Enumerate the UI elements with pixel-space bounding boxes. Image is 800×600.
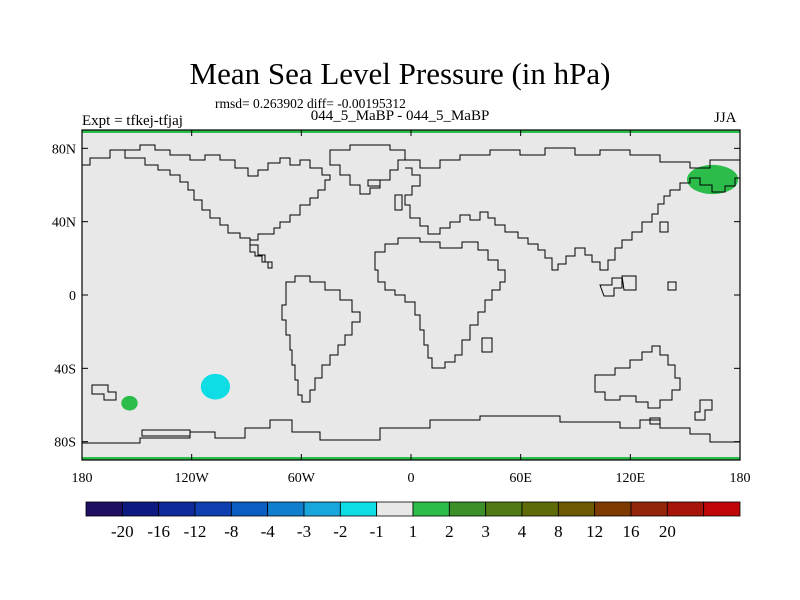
- coastline-north-america: [82, 144, 331, 269]
- colorbar-swatch: [666, 501, 705, 517]
- lat-tick-label: 80S: [54, 436, 76, 451]
- colorbar-label: 20: [659, 522, 676, 541]
- coastline-islet: [91, 384, 117, 401]
- colorbar-label: 16: [623, 522, 640, 541]
- colorbar-swatch: [448, 501, 487, 517]
- colorbar-label: -3: [297, 522, 311, 541]
- coastline-africa: [374, 237, 506, 369]
- coastline-britain: [394, 194, 403, 211]
- colorbar-swatch: [230, 501, 269, 517]
- lon-tick-label: 180: [730, 471, 751, 486]
- colorbar-label: 3: [481, 522, 490, 541]
- colorbar-swatch: [485, 501, 523, 517]
- lon-tick-label: 60W: [288, 471, 316, 486]
- lon-tick-label: 0: [408, 471, 415, 486]
- colorbar-label: -8: [224, 522, 238, 541]
- stats-label: rmsd= 0.263902 diff= -0.00195312: [215, 96, 406, 111]
- colorbar-swatch: [376, 501, 414, 517]
- colorbar-swatch: [521, 501, 559, 517]
- colorbar-swatch: [557, 501, 596, 517]
- colorbar-swatch: [194, 501, 232, 517]
- coastline-japan: [659, 221, 669, 233]
- colorbar-swatch: [412, 501, 450, 517]
- coastline-madagascar: [481, 337, 493, 353]
- coastlines: [82, 144, 741, 444]
- colorbar-label: -16: [147, 522, 170, 541]
- coastline-south-america: [281, 275, 361, 403]
- coastline-antarctica: [82, 415, 740, 444]
- lon-tick-label: 120E: [616, 471, 646, 486]
- coastline-antarctic-peninsula: [141, 429, 191, 437]
- colorbar-swatch: [158, 501, 196, 517]
- colorbar-label: -12: [184, 522, 207, 541]
- colorbar-label: -4: [261, 522, 276, 541]
- lat-tick-label: 0: [69, 289, 76, 304]
- lon-tick-label: 120W: [175, 471, 210, 486]
- colorbar-label: 12: [586, 522, 603, 541]
- colorbar-swatch: [121, 501, 160, 517]
- chart-title: Mean Sea Level Pressure (in hPa): [189, 56, 611, 91]
- negative-anomaly-south-pacific: [200, 373, 231, 400]
- lon-tick-label: 180: [72, 471, 93, 486]
- positive-anomaly-siberia: [686, 164, 739, 195]
- colorbar-swatch: [303, 501, 341, 517]
- coastline-maritime-asia: [599, 275, 677, 297]
- colorbar-label: 1: [409, 522, 418, 541]
- colorbar-swatch: [267, 501, 305, 517]
- season-label: JJA: [714, 110, 737, 126]
- lat-tick-label: 80N: [52, 142, 76, 157]
- colorbar-label: 8: [554, 522, 563, 541]
- colorbar-swatch: [85, 501, 123, 517]
- experiment-subtitle: 044_5_MaBP - 044_5_MaBP: [310, 108, 490, 124]
- map-background: [82, 130, 740, 460]
- coastline-eurasia: [404, 147, 741, 271]
- colorbar-swatch: [630, 501, 668, 517]
- expt-label: Expt = tfkej-tfjaj: [82, 113, 183, 129]
- colorbar-label: -2: [333, 522, 347, 541]
- colorbar-label: 4: [518, 522, 527, 541]
- colorbar-label: -20: [111, 522, 134, 541]
- colorbar-swatch: [339, 501, 378, 517]
- colorbar-label: -1: [370, 522, 384, 541]
- lon-tick-label: 60E: [509, 471, 532, 486]
- positive-anomaly-southwest-pacific: [121, 395, 138, 411]
- colorbar-label: 2: [445, 522, 454, 541]
- lat-tick-label: 40S: [54, 362, 76, 377]
- coastline-australia: [594, 345, 681, 409]
- colorbar-swatch: [594, 501, 632, 517]
- colorbar-swatch: [703, 501, 741, 517]
- coastline-iceland: [367, 179, 381, 187]
- lat-tick-label: 40N: [52, 216, 76, 231]
